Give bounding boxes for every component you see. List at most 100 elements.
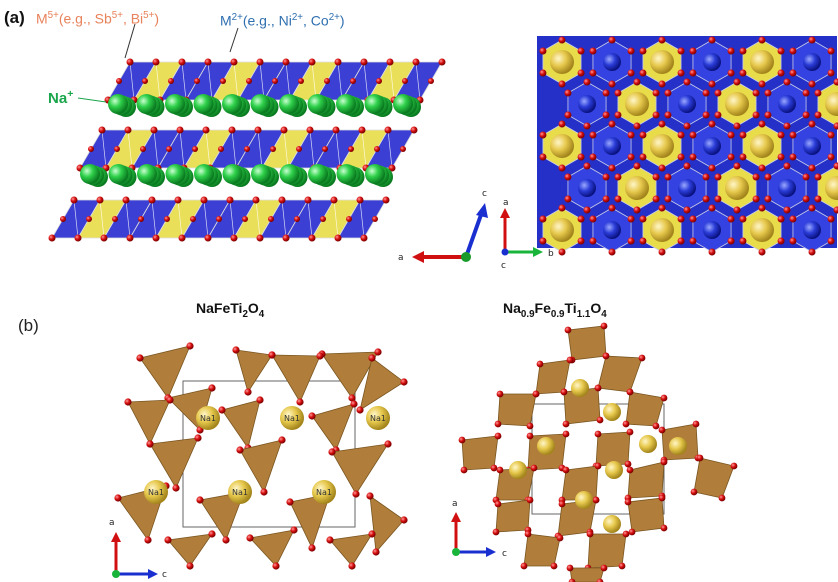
oxygen-atom (664, 173, 672, 181)
oxygen-atom (246, 78, 252, 84)
oxygen-atom (677, 47, 685, 55)
oxygen-atom (608, 36, 616, 44)
oxygen-atom (583, 162, 591, 170)
oxygen-atom (702, 173, 710, 181)
oxygen-atom (384, 440, 392, 448)
octahedron-edge (177, 199, 183, 239)
ti-fe-octahedron (523, 533, 561, 567)
oxygen-atom (677, 69, 685, 77)
sodium-atom (308, 164, 328, 184)
octahedron-edge (309, 129, 315, 169)
ti-fe-octahedron (329, 533, 373, 567)
na1-label: Na1 (232, 488, 248, 497)
m2-atom (803, 137, 821, 155)
oxygen-atom (789, 215, 797, 223)
oxygen-atom (733, 206, 741, 214)
na1-label: Na1 (284, 414, 300, 423)
oxygen-atom (272, 562, 280, 570)
oxygen-atom (652, 195, 660, 203)
oxygen-atom (204, 58, 212, 66)
octahedron-edge (255, 199, 261, 239)
oxygen-atom (652, 111, 660, 119)
oxygen-atom (320, 216, 326, 222)
oxygen-atom (752, 89, 760, 97)
oxygen-atom (600, 322, 608, 330)
oxygen-atom (589, 131, 597, 139)
oxygen-atom (562, 430, 570, 438)
oxygen-atom (660, 394, 668, 402)
oxygen-atom (142, 78, 148, 84)
oxygen-atom (758, 204, 766, 212)
oxygen-atom (827, 47, 835, 55)
oxygen-atom (677, 153, 685, 161)
oxygen-atom (658, 494, 666, 502)
oxygen-atom (558, 164, 566, 172)
oxygen-atom (564, 111, 572, 119)
oxygen-atom (178, 234, 186, 242)
oxygen-atom (808, 164, 816, 172)
oxygen-atom (708, 120, 716, 128)
m2-atom (603, 53, 621, 71)
oxygen-atom (168, 78, 174, 84)
oxygen-atom (324, 78, 330, 84)
m5-atom (750, 50, 774, 74)
oxygen-atom (739, 237, 747, 245)
ti-fe-octahedron (311, 403, 355, 451)
ti-fe-octahedron (595, 431, 631, 467)
oxygen-atom (639, 47, 647, 55)
oxygen-atom (814, 173, 822, 181)
oxygen-atom (306, 126, 314, 134)
m5-atom (650, 50, 674, 74)
m5-atom (550, 50, 574, 74)
sodium-atom (137, 164, 157, 184)
panel-b-label: (b) (18, 316, 39, 335)
oxygen-atom (334, 234, 342, 242)
oxygen-atom (358, 126, 366, 134)
ti-fe-octahedron (497, 393, 537, 427)
oxygen-atom (633, 206, 641, 214)
sodium-atom (193, 94, 214, 114)
oxygen-atom (298, 78, 304, 84)
oxygen-atom (402, 78, 408, 84)
oxygen-atom (192, 146, 198, 152)
oxygen-atom (789, 69, 797, 77)
oxygen-atom (596, 578, 604, 582)
na1-label: Na1 (370, 414, 386, 423)
oxygen-atom (702, 89, 710, 97)
oxygen-atom (658, 248, 666, 256)
oxygen-atom (176, 126, 184, 134)
m2-atom (578, 179, 596, 197)
oxygen-atom (689, 131, 697, 139)
oxygen-atom (566, 564, 574, 572)
na-atom (605, 461, 623, 479)
oxygen-atom (114, 146, 120, 152)
oxygen-atom (583, 78, 591, 86)
oxygen-atom (152, 58, 160, 66)
oxygen-atom (777, 47, 785, 55)
oxygen-atom (388, 164, 396, 172)
oxygen-atom (568, 578, 576, 582)
m2-atom (678, 95, 696, 113)
oxygen-atom (783, 206, 791, 214)
oxygen-atom (539, 237, 547, 245)
ti-fe-octahedron (249, 529, 295, 567)
oxygen-atom (186, 562, 194, 570)
oxygen-atom (614, 173, 622, 181)
oxygen-atom (384, 126, 392, 134)
oxygen-atom (589, 47, 597, 55)
oxygen-atom (739, 47, 747, 55)
oxygen-atom (348, 562, 356, 570)
octahedron-edge (283, 129, 289, 169)
oxygen-atom (727, 69, 735, 77)
oxygen-atom (330, 196, 338, 204)
octahedron-edge (389, 61, 395, 101)
na1-atom (228, 480, 252, 504)
oxygen-atom (789, 237, 797, 245)
axis-c-label-br: c (502, 549, 507, 559)
sodium-atom (393, 94, 413, 114)
oxygen-atom (278, 196, 286, 204)
oxygen-atom (564, 89, 572, 97)
oxygen-atom (196, 496, 204, 504)
m5-atom (725, 176, 749, 200)
oxygen-atom (777, 131, 785, 139)
